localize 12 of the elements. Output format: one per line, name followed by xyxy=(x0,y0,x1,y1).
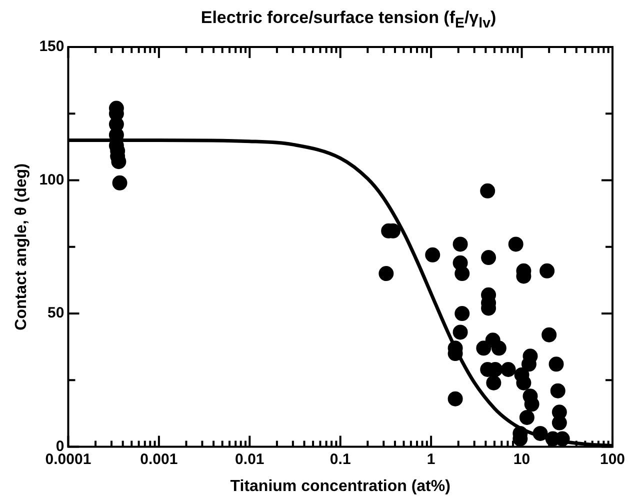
x-tick-label: 100 xyxy=(600,450,625,468)
x-tick-label: 10 xyxy=(513,450,530,468)
y-tick-label: 50 xyxy=(48,304,64,322)
x-axis-title: Titanium concentration (at%) xyxy=(230,478,450,495)
y-tick-label: 150 xyxy=(39,38,64,56)
chart-title: Electric force/surface tension (f$_{E}$/γ$_{lv}$) xyxy=(200,8,498,34)
y-tick-label: 100 xyxy=(39,171,64,188)
x-tick-label: 1 xyxy=(426,450,436,468)
x-tick-label: 0.001 xyxy=(140,450,178,468)
x-tick-label: 0.1 xyxy=(330,450,351,468)
y-axis-title: Contact angle, θ (deg) xyxy=(13,163,30,330)
x-tick-label: 0.01 xyxy=(235,450,264,468)
